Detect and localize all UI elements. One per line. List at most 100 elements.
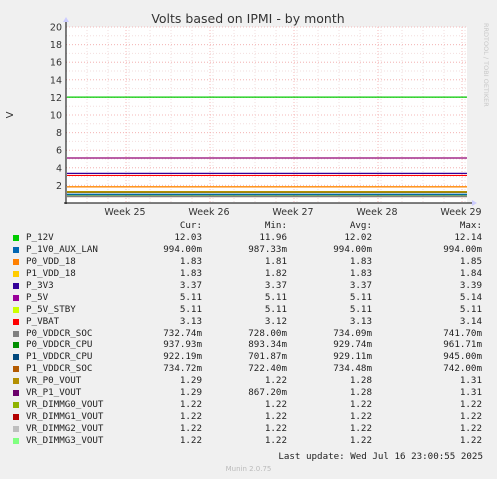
legend-min-value: 701.87m [248,351,287,363]
legend-avg-value: 929.74m [333,339,372,351]
legend-min-value: 987.33m [248,243,287,255]
legend-series-name: VR_P0_VOUT [26,375,82,387]
legend-min-value: 3.37 [264,279,287,291]
legend-max-value: 1.31 [459,387,482,399]
legend-cur-value: 1.22 [179,399,202,411]
legend-avg-value: 1.22 [349,411,372,423]
legend-avg-value: 994.00m [333,243,372,255]
legend-row: VR_DIMMG1_VOUT 1.22 1.22 1.22 1.22 [0,411,497,423]
legend-avg-value: 1.28 [349,375,372,387]
legend-max-value: 5.11 [459,303,482,315]
legend-series-name: P1_VDDCR_CPU [26,351,93,363]
legend-series-name: VR_DIMMG3_VOUT [26,434,104,446]
y-tick-label: 20 [50,23,62,34]
legend-row: P_5V 5.11 5.11 5.11 5.14 [0,292,497,304]
legend-max-value: 12.14 [454,232,482,243]
legend-min-value: 893.34m [248,339,287,351]
legend-swatch [13,318,19,325]
legend-swatch [13,235,19,241]
legend-min-value: 1.81 [264,255,287,267]
legend-swatch [13,282,19,289]
legend-series-name: P_VBAT [26,315,60,327]
legend-row: VR_DIMMG0_VOUT 1.22 1.22 1.22 1.22 [0,399,497,411]
legend-max-value: 961.71m [443,339,482,351]
x-tick-label: Week 28 [356,207,397,218]
legend-cur-value: 1.29 [179,387,202,399]
legend-row: P_5V_STBY 5.11 5.11 5.11 5.11 [0,304,497,316]
legend-max-value: 1.22 [459,434,482,446]
legend-cur-value: 1.22 [179,434,202,446]
legend-swatch [13,378,19,385]
legend-min-value: 5.11 [264,303,287,315]
y-tick-label: 4 [56,163,62,174]
legend-avg-value: 1.22 [349,434,372,446]
legend-swatch [13,390,19,397]
chart: Volts based on IPMI - by month V RRDTOOL… [5,11,490,218]
legend-series-name: P0_VDDCR_CPU [26,339,93,351]
legend-series-name: P_5V_STBY [26,303,76,315]
legend-series-name: VR_DIMMG2_VOUT [26,423,104,434]
legend-swatch [13,402,19,409]
legend-series-name: P_3V3 [26,279,54,291]
legend-series-name: P_12V [26,232,54,243]
legend-row: P1_VDDCR_CPU 922.19m 701.87m 929.11m 945.00m [0,351,497,363]
legend-cur-value: 3.13 [179,315,202,327]
legend-series-name: P0_VDDCR_SOC [26,327,93,339]
legend-cur-value: 732.74m [163,327,202,339]
rrdtool-watermark: RRDTOOL / TOBI OETIKER [482,23,490,107]
legend-cur-value: 734.72m [163,363,202,375]
legend-max-value: 741.70m [443,327,482,339]
legend-max-value: 742.00m [443,363,482,375]
legend-min-value: 1.22 [264,375,287,387]
legend-max-value: 1.22 [459,411,482,423]
legend-header-avg: Avg: [349,220,372,231]
legend-header-min: Min: [264,220,287,231]
legend-avg-value: 734.48m [333,363,372,375]
legend-series-name: P0_VDD_18 [26,255,76,267]
legend-swatch [13,258,19,265]
y-axis-arrow [63,17,69,22]
legend-max-value: 1.22 [459,423,482,434]
legend-row: P_VBAT 3.13 3.12 3.13 3.14 [0,316,497,328]
legend-swatch [13,270,19,277]
legend-min-value: 867.20m [248,387,287,399]
legend-swatch [13,246,19,253]
legend-series-name: P1_VDDCR_SOC [26,363,93,375]
legend: Cur: Min: Avg: Max: P_12V 12.03 11.96 12.02… [0,220,497,447]
legend-row: P0_VDDCR_SOC 732.74m 728.00m 734.09m 741.70m [0,328,497,340]
legend-avg-value: 12.02 [344,232,372,243]
legend-max-value: 3.39 [459,279,482,291]
y-axis-label: V [5,111,16,118]
legend-min-value: 1.82 [264,267,287,279]
legend-avg-value: 1.28 [349,387,372,399]
y-tick-label: 12 [50,93,62,104]
x-tick-label: Week 26 [188,207,229,218]
legend-cur-value: 1.83 [179,267,202,279]
legend-series-name: VR_DIMMG1_VOUT [26,411,104,423]
legend-max-value: 1.22 [459,399,482,411]
y-tick-label: 18 [50,40,62,51]
legend-max-value: 5.14 [459,291,482,303]
legend-series-name: VR_P1_VOUT [26,387,82,399]
legend-series-name: P_1V0_AUX_LAN [26,243,98,255]
legend-min-value: 1.22 [264,434,287,446]
legend-min-value: 5.11 [264,291,287,303]
legend-min-value: 722.40m [248,363,287,375]
x-tick-label: Week 27 [272,207,313,218]
legend-row: VR_P1_VOUT 1.29 867.20m 1.28 1.31 [0,387,497,399]
legend-max-value: 1.84 [459,267,482,279]
y-tick-label: 2 [56,181,62,192]
legend-row: P1_VDDCR_SOC 734.72m 722.40m 734.48m 742.00m [0,363,497,375]
legend-avg-value: 1.22 [349,399,372,411]
legend-avg-value: 1.83 [349,255,372,267]
y-tick-label: 10 [50,111,62,122]
legend-swatch [13,330,19,337]
legend-min-value: 3.12 [264,315,287,327]
legend-swatch [13,437,19,444]
legend-max-value: 945.00m [443,351,482,363]
legend-swatch [13,366,19,373]
legend-series-name: VR_DIMMG0_VOUT [26,399,104,411]
legend-avg-value: 3.37 [349,279,372,291]
legend-cur-value: 1.22 [179,423,202,434]
legend-cur-value: 5.11 [179,303,202,315]
